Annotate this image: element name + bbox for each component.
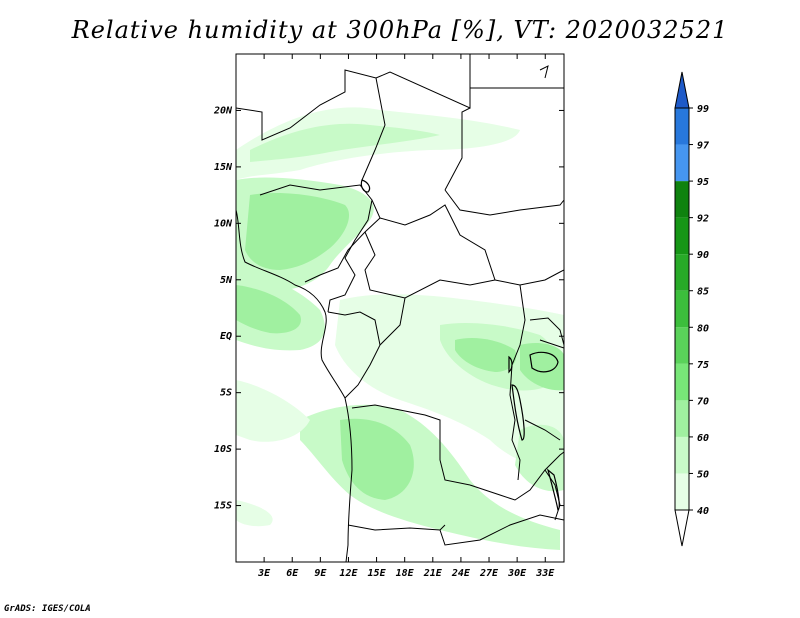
lon-label: 12E [339, 568, 358, 579]
colorbar-swatch [675, 400, 689, 437]
colorbar-lower-arrow [674, 509, 690, 547]
lake-kivu [508, 355, 513, 374]
colorbar-swatch [675, 217, 689, 255]
lon-label: 24E [451, 568, 471, 579]
colorbar-label: 85 [697, 287, 709, 298]
lon-label: 30E [507, 568, 527, 579]
lake-victoria [529, 351, 559, 373]
chart-title: Relative humidity at 300hPa [%], VT: 202… [71, 16, 729, 44]
colorbar-swatch [675, 327, 689, 364]
lat-label: 10N [214, 218, 233, 229]
lake-chad [360, 179, 371, 193]
lon-label: 21E [423, 568, 443, 579]
humidity-congo-peak [455, 338, 517, 372]
border-sudan-southsudan [444, 189, 564, 216]
humidity-southeast [515, 424, 564, 492]
colorbar-label: 92 [697, 214, 709, 225]
lake-tanganyika [511, 384, 525, 441]
colorbar-swatch [675, 473, 689, 510]
border-sahel [236, 54, 471, 141]
colorbar-label: 80 [697, 323, 709, 334]
lat-label: 5S [220, 388, 232, 399]
colorbar-swatch [675, 144, 689, 182]
border-cameroon [327, 199, 373, 313]
humidity-gulf-core [236, 285, 301, 334]
humidity-field [236, 54, 564, 562]
border-drc-east [509, 284, 526, 481]
lon-label: 15E [368, 568, 387, 579]
lat-label: 20N [213, 105, 233, 116]
colorbar-label: 75 [697, 360, 709, 371]
border-libya-sudan [444, 107, 471, 191]
border-angola-south [347, 524, 446, 531]
colorbar-swatch [675, 290, 689, 328]
lat-label: 5N [220, 275, 233, 286]
longitude-axis: 3E 6E 9E 12E 15E 18E 21E 24E 27E 30E 33E [257, 54, 555, 579]
lon-label: 33E [535, 568, 555, 579]
humidity-southwest [236, 380, 310, 442]
humidity-bottom [236, 500, 273, 527]
map-frame [235, 53, 565, 563]
software-credit: GrADS: IGES/COLA [4, 604, 91, 614]
lat-label: EQ [220, 331, 232, 342]
lon-label: 3E [257, 568, 271, 579]
colorbar-swatch [675, 108, 689, 145]
country-borders [236, 54, 564, 562]
lon-label: 6E [286, 568, 299, 579]
border-southsudan-east [494, 269, 564, 286]
border-chad-north [361, 77, 386, 181]
colorbar-label: 99 [697, 104, 709, 115]
coastline-west [236, 209, 353, 562]
colorbar-label: 90 [697, 250, 709, 261]
lat-label: 15N [214, 162, 233, 173]
border-uganda-kenya [529, 317, 564, 346]
lake-malawi [546, 468, 560, 512]
humidity-westafrica-core [245, 193, 350, 270]
border-congo-gabon [327, 311, 381, 346]
colorbar-label: 95 [697, 177, 709, 188]
colorbar-swatch [675, 363, 689, 401]
lat-label: 15S [214, 501, 232, 512]
colorbar-label: 40 [697, 506, 709, 517]
colorbar-swatch [675, 181, 689, 218]
border-namibia-botswana [439, 514, 564, 546]
border-car [364, 204, 496, 299]
humidity-band-north-core [250, 123, 440, 162]
border-drc-north [344, 297, 406, 399]
colorbar-frame [674, 107, 690, 511]
nile-feature [539, 65, 549, 79]
colorbar-label: 97 [697, 141, 709, 152]
border-tanzania [524, 339, 564, 441]
colorbar-swatch [675, 436, 689, 474]
lat-label: 10S [214, 444, 232, 455]
humidity-south-core [340, 418, 414, 500]
colorbar: 40 50 60 70 75 80 85 90 92 95 97 99 [674, 71, 709, 547]
border-zambia [469, 451, 564, 501]
border-angola-north [351, 404, 471, 486]
lon-label: 27E [479, 568, 499, 579]
lon-label: 18E [396, 568, 415, 579]
colorbar-label: 50 [697, 469, 709, 480]
colorbar-upper-arrow [674, 71, 690, 109]
colorbar-label: 70 [697, 396, 709, 407]
colorbar-swatch [675, 254, 689, 291]
latitude-axis: 20N 15N 10N 5N EQ 5S 10S 15S [213, 105, 564, 512]
colorbar-label: 60 [697, 433, 709, 444]
lakes [360, 179, 560, 512]
lon-label: 9E [314, 568, 327, 579]
